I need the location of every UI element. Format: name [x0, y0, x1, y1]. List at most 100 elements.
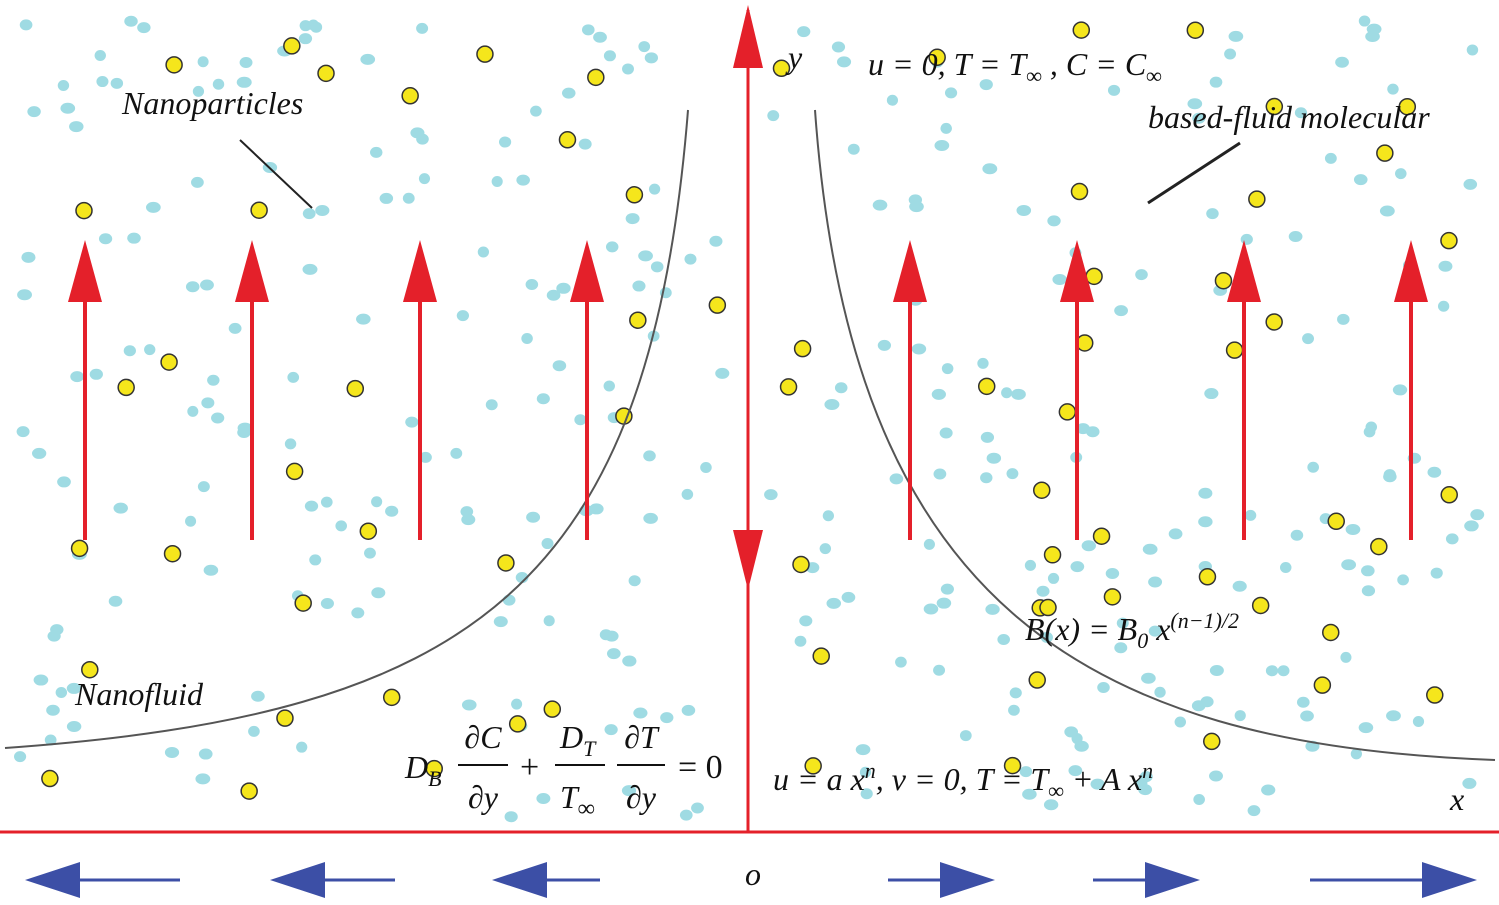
nanoparticle: [359, 522, 378, 540]
stretch-arrowhead: [492, 862, 547, 898]
fluid-molecule: [416, 22, 429, 34]
nanoparticle: [1327, 512, 1345, 531]
nanoparticle: [41, 769, 59, 788]
nanoparticle: [346, 379, 365, 398]
nanoparticle: [163, 544, 182, 563]
fluid-molecule: [940, 583, 954, 595]
eq-sub: ∞: [578, 796, 595, 822]
fluid-molecule: [1392, 384, 1408, 396]
fluid-molecule: [1047, 572, 1060, 584]
nanoparticle: [1072, 21, 1091, 39]
fluid-molecule: [1296, 696, 1310, 708]
fluid-molecule: [933, 664, 946, 676]
fluid-molecule: [944, 87, 958, 99]
fluid-molecule: [69, 121, 84, 133]
fluid-molecule: [70, 371, 84, 383]
fluid-molecule: [144, 344, 156, 356]
fluid-molecule: [491, 176, 503, 188]
nanoparticle: [625, 186, 644, 204]
nanoparticle: [804, 757, 822, 775]
fluid-molecule: [335, 520, 347, 532]
subscript: ∞: [1026, 63, 1042, 88]
fluid-molecule: [228, 322, 242, 334]
nanoparticle: [285, 462, 304, 481]
fluid-molecule: [1114, 642, 1128, 654]
fluid-molecule: [767, 110, 780, 122]
nanoparticle: [476, 45, 494, 63]
fluid-molecule: [855, 744, 871, 756]
fluid-molecule: [1358, 15, 1371, 27]
eq-den: ∂y: [468, 779, 499, 815]
nanoparticle: [1032, 481, 1051, 499]
fluid-molecule: [57, 80, 70, 92]
fluid-molecule: [298, 33, 313, 45]
fluid-molecule: [1294, 107, 1308, 119]
fluid-molecule: [643, 512, 658, 524]
particles: [14, 15, 1485, 823]
formula-text: + A x: [1064, 761, 1142, 797]
nanoparticle: [1070, 182, 1089, 201]
fluid-molecule: [606, 648, 621, 660]
nanoparticle: [1426, 686, 1444, 704]
nanoparticles-label: Nanoparticles: [121, 85, 303, 121]
nanoparticle: [75, 201, 93, 220]
fluid-molecule: [911, 343, 927, 355]
fluid-molecule: [1288, 230, 1303, 242]
superscript: n: [865, 758, 876, 783]
fluid-molecule: [516, 174, 530, 186]
field-arrows: [68, 240, 1428, 540]
fluid-molecule: [1341, 559, 1357, 571]
fluid-molecule: [370, 146, 383, 158]
fluid-molecule: [589, 503, 604, 515]
fluid-molecule: [959, 730, 972, 742]
fluid-molecule: [1224, 48, 1237, 60]
magnetic-field: B(x) = B0 x(n−1)/2: [1025, 608, 1239, 653]
boundary-layer-left: [4, 109, 689, 749]
fluid-molecule: [185, 515, 197, 527]
fluid-molecule: [660, 712, 674, 724]
fluid-molecule: [1300, 710, 1314, 722]
fluid-molecule: [456, 310, 470, 322]
stretch-arrowhead: [1145, 862, 1200, 898]
fluid-molecule: [1232, 580, 1247, 592]
fluid-molecule: [1141, 672, 1156, 684]
fluid-molecule: [831, 41, 846, 53]
fluid-molecule: [1174, 716, 1187, 728]
fluid-molecule: [561, 87, 576, 99]
formula-text: , v = 0, T = T: [876, 761, 1051, 797]
fluid-molecule: [302, 263, 318, 275]
fluid-molecule: [493, 616, 508, 628]
fluid-molecule: [32, 447, 47, 459]
fluid-molecule: [530, 105, 542, 117]
fluid-molecule: [644, 52, 659, 64]
eq-term: D: [559, 719, 583, 755]
fluid-molecule: [1097, 681, 1110, 693]
fluid-molecule: [164, 746, 180, 758]
fluid-molecule: [1107, 84, 1121, 96]
nanoparticle: [70, 539, 89, 558]
fluid-molecule: [137, 22, 151, 34]
fluid-molecule: [980, 431, 995, 443]
x-label: x: [1449, 781, 1464, 817]
eq-op: = 0: [678, 749, 723, 786]
fluid-molecule: [1006, 468, 1019, 480]
fluid-molecule: [700, 462, 712, 474]
fluid-molecule: [847, 143, 860, 155]
fluid-molecule: [191, 176, 204, 188]
fluid-molecule: [198, 748, 213, 760]
field-arrowhead: [1060, 240, 1094, 302]
fluid-molecule: [603, 50, 616, 62]
nanoparticle: [928, 48, 946, 67]
nanoparticle: [382, 688, 401, 707]
fluid-molecule: [17, 289, 32, 301]
fluid-molecule: [979, 79, 993, 91]
field-arrowhead: [403, 240, 437, 302]
nanoparticle: [558, 131, 577, 149]
fluid-molecule: [1228, 30, 1244, 42]
pointer: [239, 139, 313, 209]
fluid-molecule: [192, 85, 205, 97]
fluid-molecule: [16, 426, 30, 438]
fluid-molecule: [200, 279, 214, 291]
fluid-molecule: [502, 594, 516, 606]
eq-den: ∂y: [626, 779, 657, 815]
